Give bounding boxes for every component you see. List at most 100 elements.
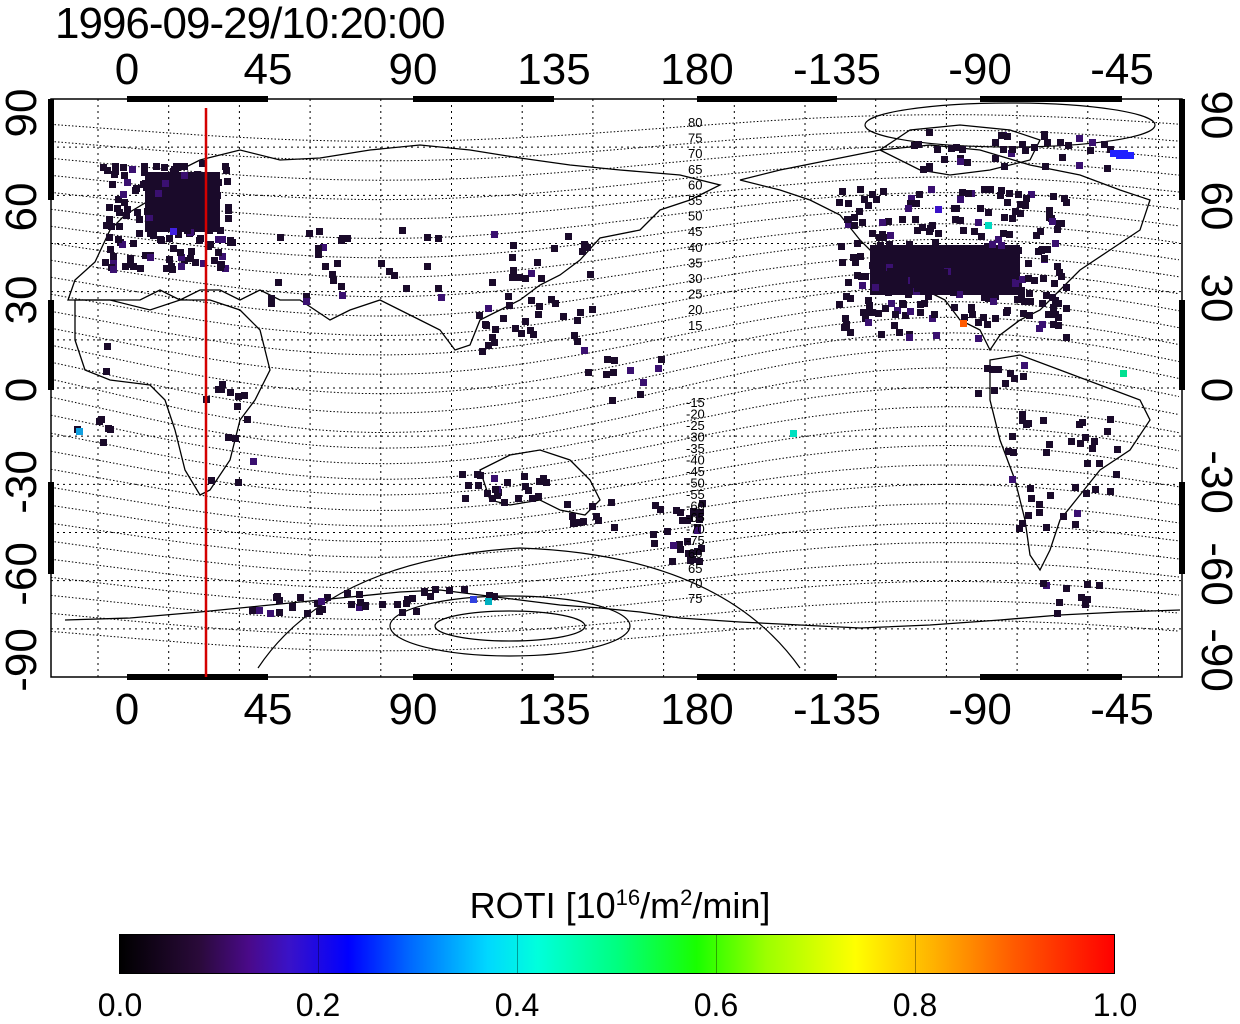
roti-tile bbox=[1013, 267, 1020, 274]
roti-tile bbox=[1089, 445, 1096, 452]
roti-tile bbox=[276, 609, 283, 616]
roti-tile bbox=[112, 163, 119, 170]
roti-tile bbox=[214, 192, 221, 199]
roti-tile bbox=[968, 306, 975, 313]
roti-tile bbox=[522, 483, 529, 490]
roti-tile bbox=[1000, 230, 1007, 237]
roti-tile bbox=[891, 322, 898, 329]
roti-tile bbox=[241, 392, 248, 399]
roti-tile bbox=[891, 246, 898, 253]
roti-tile bbox=[525, 487, 532, 494]
roti-tile bbox=[424, 263, 431, 270]
roti-tile bbox=[957, 217, 964, 224]
roti-tile bbox=[975, 219, 982, 226]
roti-tile bbox=[320, 244, 327, 251]
roti-tile bbox=[869, 230, 876, 237]
roti-tile bbox=[475, 482, 482, 489]
roti-tile bbox=[896, 329, 903, 336]
roti-tile bbox=[847, 295, 854, 302]
roti-tile bbox=[162, 206, 169, 213]
roti-tile bbox=[1033, 232, 1040, 239]
roti-tile bbox=[658, 356, 665, 363]
roti-tile bbox=[907, 200, 914, 207]
roti-tile bbox=[917, 309, 924, 316]
roti-tile bbox=[330, 277, 337, 284]
roti-tile bbox=[1042, 163, 1049, 170]
roti-tile bbox=[882, 305, 889, 312]
roti-tile bbox=[901, 248, 908, 255]
roti-tile bbox=[877, 242, 884, 249]
roti-tile bbox=[399, 609, 406, 616]
contour-label: 75 bbox=[688, 131, 702, 146]
roti-tile bbox=[500, 315, 507, 322]
roti-tile bbox=[215, 249, 222, 256]
roti-tile bbox=[404, 596, 411, 603]
roti-tile bbox=[915, 141, 922, 148]
roti-tile bbox=[100, 164, 107, 171]
roti-tile bbox=[540, 475, 547, 482]
roti-tile bbox=[170, 245, 177, 252]
top-tick: -90 bbox=[948, 45, 1012, 94]
roti-tile-highlight bbox=[1120, 370, 1127, 377]
roti-tile bbox=[995, 366, 1002, 373]
roti-tile bbox=[1083, 490, 1090, 497]
contour-label: 25 bbox=[688, 287, 702, 302]
roti-tile bbox=[535, 311, 542, 318]
roti-tile bbox=[217, 264, 224, 271]
roti-tile bbox=[227, 389, 234, 396]
roti-tile bbox=[866, 302, 873, 309]
roti-tile bbox=[611, 357, 618, 364]
contour-line bbox=[50, 600, 1180, 636]
roti-tile-highlight bbox=[1116, 152, 1134, 159]
roti-tile bbox=[885, 289, 892, 296]
roti-tile bbox=[1044, 139, 1051, 146]
roti-tile bbox=[446, 587, 453, 594]
roti-tile bbox=[153, 225, 160, 232]
roti-tile bbox=[1046, 441, 1053, 448]
roti-tile bbox=[462, 495, 469, 502]
roti-tile bbox=[1040, 275, 1047, 282]
roti-tile bbox=[134, 209, 141, 216]
roti-tile bbox=[854, 240, 861, 247]
roti-tile bbox=[219, 253, 226, 260]
roti-tile-highlight bbox=[985, 222, 992, 229]
roti-tile bbox=[1052, 297, 1059, 304]
roti-tile bbox=[836, 301, 843, 308]
roti-tile bbox=[1008, 150, 1015, 157]
roti-tile bbox=[522, 275, 529, 282]
roti-tile bbox=[432, 586, 439, 593]
contour-label: 30 bbox=[688, 271, 702, 286]
roti-tile bbox=[227, 237, 234, 244]
contour-label: 15 bbox=[688, 318, 702, 333]
roti-tile bbox=[664, 528, 671, 535]
colorbar-gridline bbox=[517, 934, 518, 974]
roti-tile bbox=[1017, 210, 1024, 217]
roti-tile bbox=[530, 331, 537, 338]
roti-tile bbox=[694, 527, 701, 534]
roti-tile bbox=[1036, 325, 1043, 332]
roti-tile bbox=[484, 490, 491, 497]
roti-tile bbox=[103, 368, 110, 375]
roti-tile bbox=[386, 268, 393, 275]
roti-tile bbox=[504, 479, 511, 486]
roti-tile bbox=[1004, 133, 1011, 140]
roti-tile bbox=[1079, 419, 1086, 426]
contour-label: 65 bbox=[688, 162, 702, 177]
roti-tile bbox=[215, 236, 222, 243]
roti-tile bbox=[535, 493, 542, 500]
roti-tile bbox=[595, 517, 602, 524]
roti-tile bbox=[1012, 208, 1019, 215]
roti-tile bbox=[862, 273, 869, 280]
roti-tile bbox=[1026, 290, 1033, 297]
roti-tile bbox=[225, 215, 232, 222]
roti-tile bbox=[604, 356, 611, 363]
roti-tile bbox=[610, 369, 617, 376]
south-polar-contour-inner bbox=[434, 610, 586, 642]
roti-tile bbox=[232, 435, 239, 442]
roti-tile bbox=[107, 426, 114, 433]
roti-tile bbox=[1114, 446, 1121, 453]
roti-tile bbox=[960, 227, 967, 234]
roti-tile bbox=[501, 499, 508, 506]
bottom-tick: 90 bbox=[388, 685, 438, 734]
roti-tile bbox=[910, 277, 917, 284]
